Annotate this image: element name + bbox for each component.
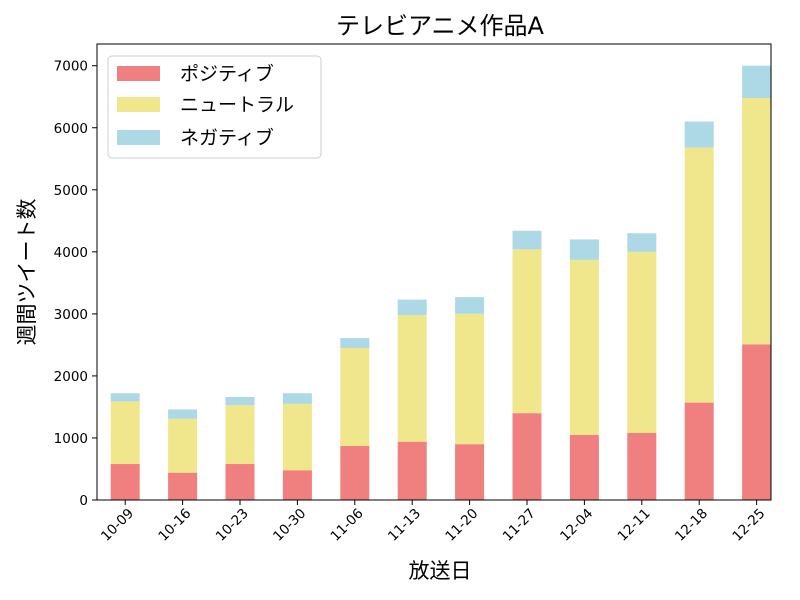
bar-positive-10-16 [168, 472, 198, 500]
y-tick-label: 0 [79, 493, 88, 509]
bar-positive-10-09 [110, 464, 140, 500]
y-tick-label: 1000 [54, 431, 88, 447]
y-tick-label: 5000 [54, 183, 88, 199]
bar-positive-11-20 [455, 444, 485, 500]
bar-negative-10-09 [110, 393, 140, 402]
legend-label: ネガティブ [180, 126, 274, 149]
chart-title: テレビアニメ作品A [336, 12, 545, 40]
bar-neutral-10-16 [168, 418, 198, 473]
bar-group [110, 65, 772, 500]
bar-negative-12-11 [627, 233, 657, 252]
bar-neutral-12-18 [684, 147, 714, 403]
y-tick-label: 4000 [54, 245, 88, 261]
bar-negative-10-16 [168, 409, 198, 419]
bar-positive-10-30 [282, 470, 312, 500]
bar-negative-12-18 [684, 121, 714, 148]
plot-frame [96, 43, 772, 501]
bar-neutral-11-20 [455, 313, 485, 445]
bar-negative-11-13 [397, 299, 427, 316]
bar-negative-11-20 [455, 297, 485, 314]
bar-neutral-10-23 [225, 405, 255, 465]
bar-positive-12-18 [684, 402, 714, 500]
bar-negative-10-23 [225, 397, 255, 406]
y-axis-label: 週間ツイート数 [15, 199, 39, 346]
x-axis-label: 放送日 [409, 559, 472, 583]
bar-neutral-11-06 [340, 348, 370, 447]
legend-box [107, 55, 322, 159]
bar-negative-11-06 [340, 338, 370, 348]
bar-positive-12-25 [742, 344, 772, 500]
bar-neutral-12-04 [569, 259, 599, 435]
bar-negative-12-04 [569, 239, 599, 260]
bar-negative-12-25 [742, 65, 772, 98]
bar-positive-11-27 [512, 413, 542, 500]
bar-negative-10-30 [282, 393, 312, 404]
bar-neutral-10-09 [110, 401, 140, 465]
bar-neutral-12-25 [742, 97, 772, 345]
bar-positive-11-06 [340, 446, 370, 500]
bar-positive-12-04 [569, 434, 599, 500]
y-tick-label: 3000 [54, 307, 88, 323]
bar-neutral-12-11 [627, 251, 657, 433]
bar-positive-11-13 [397, 441, 427, 500]
bar-neutral-11-27 [512, 249, 542, 414]
y-tick-label: 7000 [54, 59, 88, 75]
bar-positive-12-11 [627, 433, 657, 500]
legend-label: ポジティブ [180, 62, 274, 85]
y-tick-label: 6000 [54, 121, 88, 137]
legend-swatch-negative [117, 130, 160, 145]
legend-label: ニュートラル [180, 94, 294, 116]
y-tick-label: 2000 [54, 369, 88, 385]
legend-swatch-positive [117, 66, 160, 81]
bar-positive-10-23 [225, 464, 255, 500]
legend-swatch-neutral [117, 97, 160, 112]
bar-neutral-10-30 [282, 403, 312, 471]
bar-neutral-11-13 [397, 315, 427, 442]
bar-negative-11-27 [512, 230, 542, 250]
y-axis: 0 1000 2000 3000 4000 5000 6000 7000 [54, 59, 97, 509]
